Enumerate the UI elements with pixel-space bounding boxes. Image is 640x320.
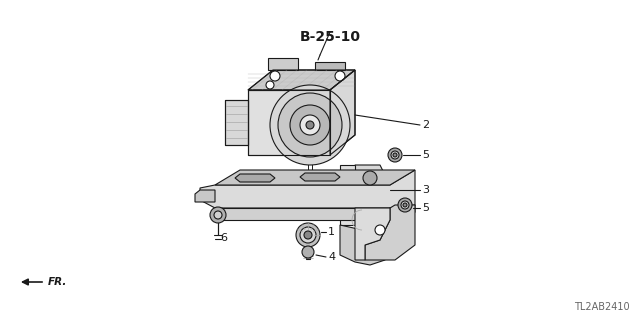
Polygon shape bbox=[200, 170, 415, 220]
Polygon shape bbox=[365, 205, 415, 260]
Text: B-25-10: B-25-10 bbox=[300, 30, 360, 44]
Polygon shape bbox=[225, 100, 248, 145]
Polygon shape bbox=[300, 173, 340, 181]
Text: 5: 5 bbox=[422, 150, 429, 160]
Circle shape bbox=[270, 71, 280, 81]
Text: 1: 1 bbox=[328, 227, 335, 237]
Circle shape bbox=[210, 207, 226, 223]
Circle shape bbox=[296, 223, 320, 247]
Polygon shape bbox=[340, 225, 390, 265]
Text: TL2AB2410: TL2AB2410 bbox=[574, 302, 630, 312]
Circle shape bbox=[393, 153, 397, 157]
Circle shape bbox=[214, 211, 222, 219]
Text: 2: 2 bbox=[422, 120, 429, 130]
Text: 4: 4 bbox=[328, 252, 335, 262]
Circle shape bbox=[300, 227, 316, 243]
Circle shape bbox=[290, 105, 330, 145]
Circle shape bbox=[391, 151, 399, 159]
Text: 5: 5 bbox=[422, 203, 429, 213]
Text: 6: 6 bbox=[220, 233, 227, 243]
Text: 3: 3 bbox=[422, 185, 429, 195]
Circle shape bbox=[306, 121, 314, 129]
Polygon shape bbox=[390, 205, 415, 220]
Circle shape bbox=[300, 115, 320, 135]
Circle shape bbox=[403, 203, 407, 207]
Circle shape bbox=[375, 225, 385, 235]
Circle shape bbox=[363, 171, 377, 185]
Circle shape bbox=[401, 201, 409, 209]
Polygon shape bbox=[195, 190, 215, 202]
Circle shape bbox=[266, 81, 274, 89]
Circle shape bbox=[270, 85, 350, 165]
Polygon shape bbox=[306, 252, 310, 259]
Polygon shape bbox=[355, 165, 385, 240]
Text: FR.: FR. bbox=[48, 277, 67, 287]
Polygon shape bbox=[235, 174, 275, 182]
Circle shape bbox=[388, 148, 402, 162]
Polygon shape bbox=[340, 165, 355, 225]
Circle shape bbox=[304, 231, 312, 239]
Polygon shape bbox=[268, 58, 298, 70]
Circle shape bbox=[302, 246, 314, 258]
Polygon shape bbox=[315, 62, 345, 70]
Polygon shape bbox=[330, 70, 355, 155]
Circle shape bbox=[398, 198, 412, 212]
Circle shape bbox=[278, 93, 342, 157]
Polygon shape bbox=[215, 170, 415, 185]
Polygon shape bbox=[248, 90, 330, 155]
Polygon shape bbox=[215, 208, 390, 220]
Polygon shape bbox=[355, 208, 390, 260]
Circle shape bbox=[335, 71, 345, 81]
Polygon shape bbox=[248, 70, 355, 90]
